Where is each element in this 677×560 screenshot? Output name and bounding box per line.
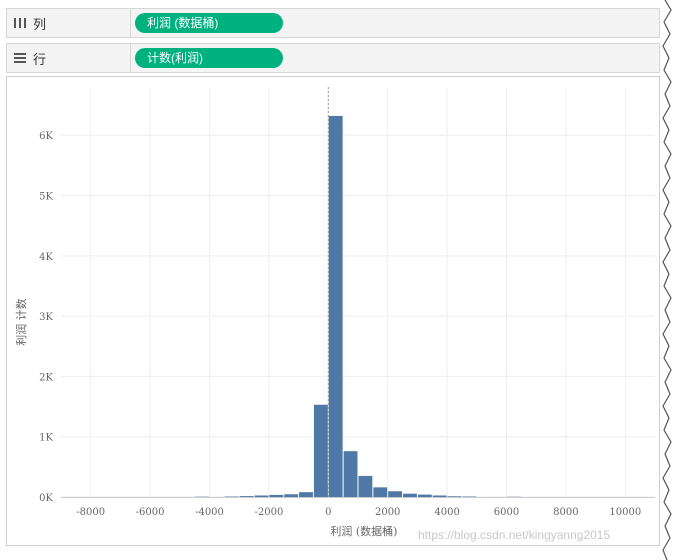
y-tick-label: 0K xyxy=(39,493,53,504)
x-tick-label: -4000 xyxy=(195,507,224,518)
y-tick-label: 4K xyxy=(39,252,53,263)
chart-frame: -8000 -6000 -4000 -2000 0 2000 4000 6000 8000 100… xyxy=(6,76,660,546)
x-tick-label: -8000 xyxy=(76,507,105,518)
watermark-url: https://blog.csdn.net/kingyanng2015 xyxy=(418,528,611,542)
histogram-bar xyxy=(195,496,209,498)
rows-pill-count-profit[interactable]: 计数(利润) xyxy=(135,48,283,68)
columns-shelf-label: 列 xyxy=(7,9,131,37)
x-tick-label: 2000 xyxy=(375,507,400,518)
x-tick-label: -2000 xyxy=(254,507,283,518)
x-tick-label: 8000 xyxy=(553,507,578,518)
histogram-bar xyxy=(313,404,328,497)
histogram-bar xyxy=(343,451,358,497)
histogram-bar xyxy=(432,495,447,497)
x-tick-label: 6000 xyxy=(494,507,519,518)
histogram-bar xyxy=(299,492,313,497)
histogram-bar xyxy=(328,115,343,498)
histogram-bar xyxy=(462,496,477,498)
x-tick-label: 10000 xyxy=(609,507,641,518)
histogram-bar xyxy=(284,494,299,497)
y-tick-label: 3K xyxy=(39,312,53,323)
rows-shelf[interactable]: 行 计数(利润) xyxy=(6,43,660,73)
y-tick-label: 5K xyxy=(39,192,53,203)
x-axis-title: 利润 (数据桶) xyxy=(330,524,397,538)
x-tick-label: -6000 xyxy=(136,507,165,518)
histogram-bar xyxy=(254,495,269,497)
rows-icon xyxy=(14,53,26,63)
histogram-bar xyxy=(447,496,462,497)
histogram-bar xyxy=(417,494,432,497)
y-tick-label: 1K xyxy=(39,433,53,444)
y-axis-title: 利润 计数 xyxy=(14,298,28,346)
rows-shelf-text: 行 xyxy=(33,52,47,68)
columns-shelf-text: 列 xyxy=(33,17,47,33)
rows-shelf-label: 行 xyxy=(7,44,131,72)
columns-icon xyxy=(14,18,26,28)
columns-pill-profit-bins[interactable]: 利润 (数据桶) xyxy=(135,13,283,33)
histogram-bar xyxy=(269,494,284,497)
histogram-bar xyxy=(358,475,373,497)
y-tick-label: 2K xyxy=(39,372,53,383)
torn-edge-decoration xyxy=(662,0,677,560)
x-tick-label: 0 xyxy=(325,507,331,518)
histogram-bar xyxy=(373,487,388,497)
y-tick-label: 6K xyxy=(39,131,53,142)
histogram-bar xyxy=(239,496,254,497)
x-tick-label: 4000 xyxy=(434,507,459,518)
columns-shelf[interactable]: 列 利润 (数据桶) xyxy=(6,8,660,38)
histogram-bar xyxy=(224,496,239,498)
histogram-bar xyxy=(403,493,417,497)
histogram-chart: -8000 -6000 -4000 -2000 0 2000 4000 6000 8000 100… xyxy=(14,87,655,538)
histogram-bar xyxy=(388,491,403,497)
